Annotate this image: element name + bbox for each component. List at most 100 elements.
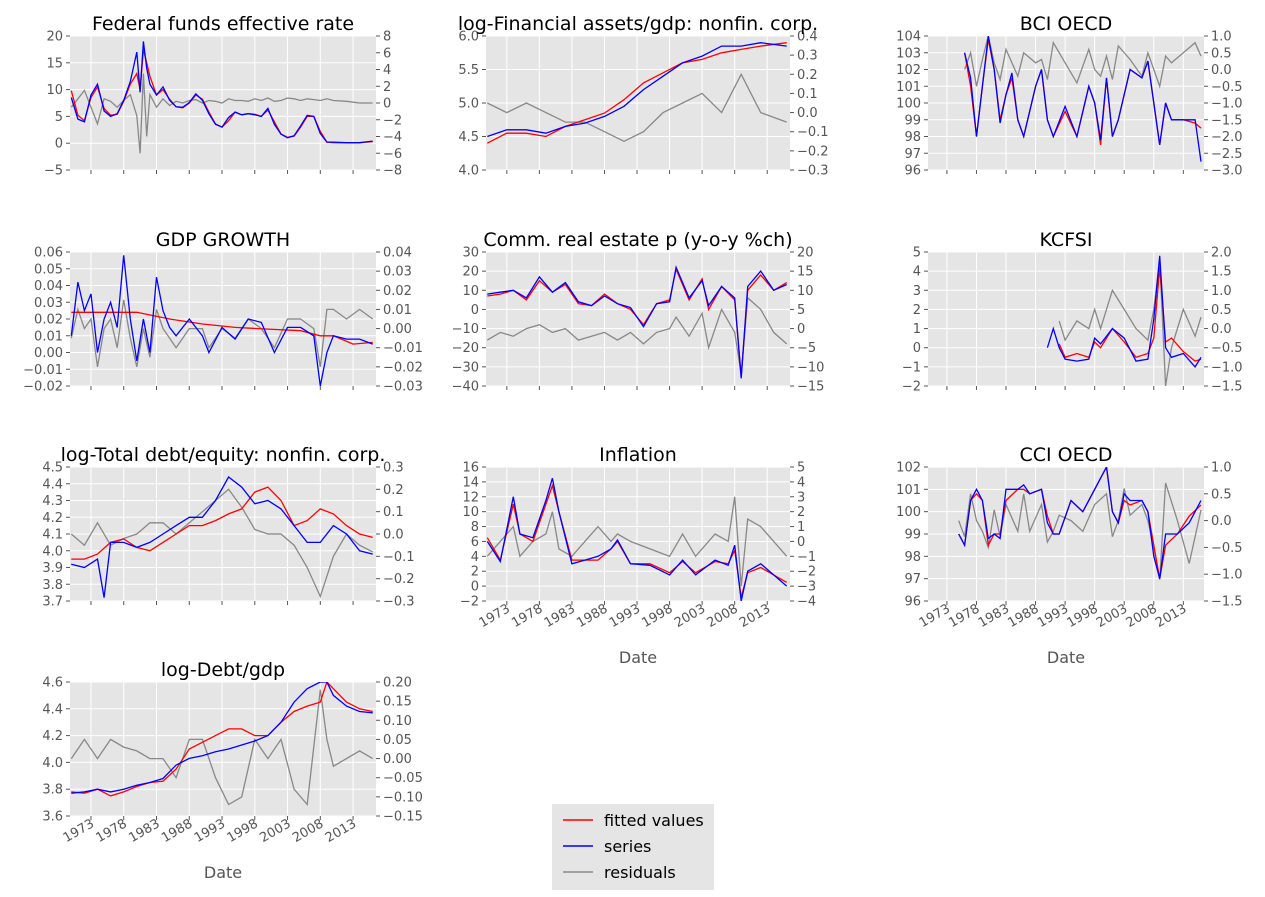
y-tick-label: 8 [471,520,479,535]
y2-tick-label: −3 [797,580,816,595]
y2-tick-label: 0.20 [383,676,412,691]
x-tick-label: 2013 [737,601,773,631]
y-tick-label: 101 [896,80,921,95]
series-line-residuals [70,299,374,368]
series-line-fitted-values [1058,267,1202,362]
panel-title: Federal funds effective rate [92,13,354,35]
y-tick-label: 4.6 [42,676,63,691]
y2-tick-label: 0.0 [1211,63,1232,78]
panel-cci-oecd: 96979899100101102−1.5−1.0−0.50.00.51.019… [896,444,1242,667]
x-tick-label: 2003 [257,816,293,846]
y-tick-label: 14 [462,475,479,490]
y2-tick-label: −10 [797,360,824,375]
y2-tick-label: −0.3 [383,595,415,610]
y2-tick-label: 0 [383,97,391,112]
y2-tick-label: 2 [383,80,391,95]
panel-log-financial-assets-gdp-nonfin-corp: 4.0 4.5 5.0 5.5 6.0 −0.3 −0.2 −0.1 0.0 0.1 0.2 0.3 0… [458,13,829,179]
y2-tick-label: 2.0 [1211,246,1232,261]
y2-tick-label: 0.2 [797,68,818,83]
y2-tick-label: 6 [383,46,391,61]
panel-title: Inflation [599,444,677,466]
gridlines [486,251,790,387]
y-tick-label: 104 [896,30,921,45]
y2-tick-label: −0.2 [797,144,829,159]
y-tick-label: 5.0 [458,97,479,112]
y-tick-label: 0 [55,137,63,152]
y-tick-label: 2 [471,565,479,580]
y2-tick-label: −0.01 [383,341,423,356]
y-tick-label: 0 [471,303,479,318]
y2-tick-label: 20 [797,246,814,261]
y-tick-label: −1 [902,360,921,375]
y-tick-label: 3.7 [42,595,63,610]
series-line-series [958,467,1202,579]
y2-tick-label: −1.0 [1211,568,1243,583]
series-line-series [71,682,373,794]
y2-tick-label: 0.10 [383,714,412,729]
y2-tick-label: −0.5 [1211,341,1243,356]
y-tick-label: 99 [904,113,921,128]
y2-tick-label: 0.5 [1211,487,1232,502]
panel-log-total-debt-equity-nonfin-corp: 3.7 3.8 3.9 4.04.1 4.2 4.3 4.44.5 −0.3 −0.2 −0.1 0… [42,444,414,610]
y-tick-label: 4.0 [42,756,63,771]
panel-kcfsi: −2 −1 0 1 2 3 4 5 −1.5 −1.0 −0.5 0.0 0.5 1.0 1.5 2.0 KCF… [902,229,1243,395]
series-line-fitted-values [71,486,373,560]
gridlines [486,35,790,171]
legend-label-series: series [604,837,651,856]
y-tick-label: 0.01 [34,329,63,344]
y-tick-label: 4.1 [42,528,63,543]
y2-tick-label: −1.5 [1211,380,1243,395]
y2-tick-label: −2 [383,113,402,128]
y2-tick-label: 0.1 [383,505,404,520]
y2-tick-label: −0.02 [383,360,423,375]
series-line-series [70,255,373,386]
y2-tick-label: 1.0 [1211,284,1232,299]
legend: fitted values series residuals [552,804,714,890]
x-tick-label: 1988 [159,816,195,846]
series-line-series [487,42,787,138]
y2-tick-label: −1.5 [1211,595,1243,610]
x-tick-label: 1978 [94,816,130,846]
y-tick-label: 5 [913,246,921,261]
y-tick-label: 0.05 [34,262,63,277]
panel-title: Comm. real estate p (y-o-y %ch) [483,229,792,251]
y-tick-label: 100 [896,97,921,112]
panel-gdp-growth: −0.02−0.010.000.010.020.030.040.050.06−0… [23,229,423,395]
y-tick-label: 3.9 [42,561,63,576]
y2-tick-label: 0.02 [383,284,412,299]
y-tick-label: 96 [904,164,921,179]
x-tick-label: 1993 [607,601,643,631]
y-tick-label: 15 [46,56,63,71]
x-tick-label: 1973 [61,816,97,846]
y-tick-label: 4.2 [42,729,63,744]
y-tick-label: 0.06 [34,246,63,261]
y-tick-label: 4 [913,265,921,280]
y2-tick-label: 5 [797,303,805,318]
y-tick-label: 0.03 [34,296,63,311]
y2-tick-label: 3 [797,490,805,505]
y-tick-label: 102 [896,461,921,476]
y2-tick-label: 0.01 [383,303,412,318]
y-tick-label: 3 [913,284,921,299]
y-tick-label: 12 [462,490,479,505]
y2-tick-label: −0.05 [383,771,423,786]
y2-tick-label: 0 [797,322,805,337]
x-tick-label: 1983 [126,816,162,846]
y-tick-label: 4.4 [42,477,63,492]
y2-tick-label: 0.03 [383,265,412,280]
y2-tick-label: −6 [383,147,402,162]
series-line-residuals [487,72,787,143]
y2-tick-label: −0.15 [383,810,423,825]
y-tick-label: 10 [462,284,479,299]
y-tick-label: 10 [462,505,479,520]
y2-tick-label: 0.00 [383,322,412,337]
series-line-fitted-values [487,42,787,144]
x-tick-label: 2008 [705,601,741,631]
y-tick-label: −0.01 [23,363,63,378]
y-tick-label: 0.00 [34,346,63,361]
plot-area [70,682,376,816]
legend-label-fitted: fitted values [604,811,704,830]
y2-tick-label: −4 [797,595,816,610]
y-tick-label: 6.0 [458,30,479,45]
